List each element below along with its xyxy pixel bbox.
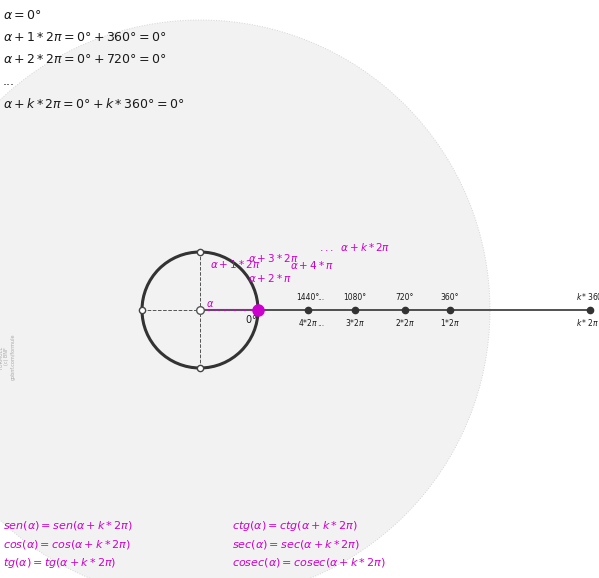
Circle shape (142, 252, 258, 368)
Text: $cosec(\alpha) = cosec(\alpha + k * 2\pi)$: $cosec(\alpha) = cosec(\alpha + k * 2\pi… (232, 556, 386, 569)
Text: $cos(\alpha) = cos(\alpha + k * 2\pi)$: $cos(\alpha) = cos(\alpha + k * 2\pi)$ (3, 538, 131, 551)
Text: $...\;\; \alpha + k * 2\pi$: $...\;\; \alpha + k * 2\pi$ (319, 241, 391, 253)
Text: 1*2$\pi$: 1*2$\pi$ (440, 317, 460, 328)
Text: $sen(\alpha) = sen(\alpha + k * 2\pi)$: $sen(\alpha) = sen(\alpha + k * 2\pi)$ (3, 519, 133, 532)
Text: 1080°: 1080° (343, 292, 367, 302)
Text: $\alpha + k * 2\pi = 0° + k * 360° = 0°$: $\alpha + k * 2\pi = 0° + k * 360° = 0°$ (3, 97, 184, 111)
Text: $\alpha + 3 * 2\pi$: $\alpha + 3 * 2\pi$ (247, 253, 298, 265)
Text: ...: ... (317, 319, 324, 328)
Text: $\alpha = 0°$: $\alpha = 0°$ (3, 9, 41, 22)
Text: $\alpha + 2 * \pi$: $\alpha + 2 * \pi$ (247, 272, 291, 284)
Text: 3*2$\pi$: 3*2$\pi$ (345, 317, 365, 328)
Text: $\alpha + 1 * 2\pi = 0° + 360° = 0°$: $\alpha + 1 * 2\pi = 0° + 360° = 0°$ (3, 31, 167, 44)
Text: $k * 360°$: $k * 360°$ (576, 291, 599, 302)
Text: 1440°: 1440° (297, 292, 320, 302)
Text: 720°: 720° (396, 292, 414, 302)
Text: $\alpha + 4 * \pi$: $\alpha + 4 * \pi$ (290, 260, 334, 272)
Text: $\alpha + 2 * 2\pi = 0° + 720° = 0°$: $\alpha + 2 * 2\pi = 0° + 720° = 0°$ (3, 53, 167, 66)
Circle shape (0, 105, 405, 515)
Text: $k * 2\pi$: $k * 2\pi$ (576, 317, 598, 328)
Circle shape (45, 155, 355, 465)
Text: $\alpha + 1 * 2\pi$: $\alpha + 1 * 2\pi$ (210, 258, 261, 271)
Circle shape (92, 202, 308, 418)
Circle shape (142, 252, 258, 368)
Text: $ctg(\alpha) = ctg(\alpha + k * 2\pi)$: $ctg(\alpha) = ctg(\alpha + k * 2\pi)$ (232, 518, 358, 533)
Text: $\alpha$: $\alpha$ (206, 299, 214, 309)
Text: $tg(\alpha) = tg(\alpha + k * 2\pi)$: $tg(\alpha) = tg(\alpha + k * 2\pi)$ (3, 556, 116, 570)
Text: 4*2$\pi$: 4*2$\pi$ (298, 317, 318, 328)
Text: $sec(\alpha) = sec(\alpha + k * 2\pi)$: $sec(\alpha) = sec(\alpha + k * 2\pi)$ (232, 538, 360, 551)
Text: ...: ... (317, 292, 324, 302)
Text: ...: ... (3, 75, 15, 88)
Circle shape (0, 60, 450, 560)
Text: 360°: 360° (441, 292, 459, 302)
Text: 2*2$\pi$: 2*2$\pi$ (395, 317, 415, 328)
Text: FORMULEᵉ
(c) BNF
gobnf.com/formule: FORMULEᵉ (c) BNF gobnf.com/formule (0, 333, 15, 380)
Circle shape (0, 20, 490, 578)
Text: $0°$: $0°$ (245, 313, 257, 325)
